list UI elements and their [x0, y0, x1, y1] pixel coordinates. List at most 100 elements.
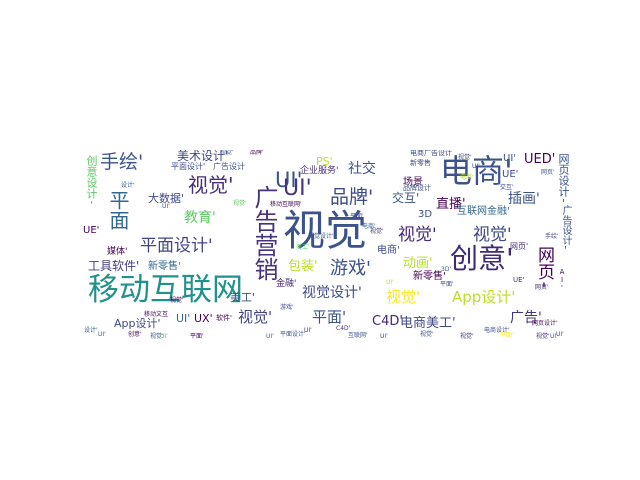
word-cloud-word: C4D' — [372, 314, 403, 329]
word-cloud-word: UX' — [194, 312, 213, 325]
word-cloud-word: UI' — [275, 168, 303, 192]
word-cloud-word: 软件' — [216, 314, 232, 322]
word-cloud-word: 视觉' — [238, 308, 273, 326]
word-cloud-word: 视觉' — [420, 331, 434, 338]
word-cloud-word: 平面' — [350, 213, 364, 220]
word-cloud-word: 视觉' — [220, 150, 234, 156]
word-cloud-word: 创意设计' — [85, 155, 98, 212]
word-cloud-word: PS' — [316, 155, 333, 168]
word-cloud-word: 品牌设计 — [403, 184, 431, 192]
word-cloud-word: UI' — [162, 203, 170, 210]
word-cloud-word: 视觉' — [460, 333, 474, 340]
word-cloud-word: 金融' — [276, 279, 297, 289]
word-cloud-word: 视觉' — [370, 228, 384, 235]
word-cloud-word: 品牌' — [330, 186, 374, 208]
word-cloud-word: 平面' — [440, 281, 454, 288]
word-cloud-word: 媒体' — [107, 247, 128, 257]
word-cloud-word: 交互' — [392, 191, 420, 205]
word-cloud-word: UE' — [502, 169, 519, 180]
word-cloud-word: UI' — [98, 331, 106, 338]
word-cloud-word: 电商设计' — [484, 327, 510, 334]
word-cloud-word: 3D' — [441, 266, 452, 273]
word-cloud-word: UI' — [550, 333, 558, 340]
word-cloud-word: 美术设计' — [177, 150, 229, 163]
word-cloud-word: 设计' — [121, 182, 135, 189]
word-cloud-word: UI' — [380, 333, 388, 340]
word-cloud-word: 手绘' — [100, 151, 144, 173]
word-cloud-word: 平面 — [106, 190, 130, 230]
word-cloud-word: 网页' — [535, 284, 549, 291]
word-cloud-word: 广告设计 — [213, 162, 245, 171]
word-cloud-word: UI' — [266, 333, 274, 340]
word-cloud-word: 大数据' — [148, 192, 185, 205]
word-cloud-word: App设计' — [452, 288, 516, 306]
word-cloud-word: 视觉' — [150, 333, 164, 340]
word-cloud-word: 视觉' — [170, 297, 184, 304]
word-cloud-word: 电商' — [440, 152, 513, 190]
word-cloud-word: 广告设计' — [560, 205, 571, 256]
word-cloud-word: 视觉' — [398, 225, 437, 245]
word-cloud-word: 视觉' — [458, 154, 472, 161]
word-cloud-word: 平面设计' — [171, 162, 206, 171]
word-cloud-word: 交互' — [500, 184, 514, 191]
word-cloud-word: UI' — [304, 327, 312, 334]
word-cloud-word: 场景 — [403, 177, 423, 188]
word-cloud-word: 电商广告设计 — [410, 150, 452, 157]
word-cloud-word: 平面' — [190, 333, 204, 340]
word-cloud-word: 互联网金融' — [457, 206, 510, 217]
word-cloud-word: 电商' — [460, 174, 474, 181]
word-cloud-word: UI' — [472, 163, 480, 170]
word-cloud-word: 新零售' — [413, 271, 446, 282]
word-cloud-word: 新零售' — [148, 261, 181, 272]
word-cloud-word: 3D — [418, 209, 433, 220]
word-cloud-word: 平面' — [312, 308, 347, 326]
word-cloud-word: 新零售 — [410, 159, 431, 167]
word-cloud-word: 手绘' — [545, 233, 559, 240]
word-cloud-word: 视觉' — [536, 333, 550, 340]
word-cloud-word: UI' — [386, 279, 394, 286]
word-cloud-word: 网页' — [534, 246, 554, 300]
word-cloud-word: 广告' — [510, 310, 542, 326]
word-cloud-word: 平面' — [500, 332, 514, 339]
word-cloud-word: AI' — [558, 268, 566, 292]
word-cloud-word: 创意' — [450, 242, 514, 275]
word-cloud-word: 游戏' — [280, 304, 294, 311]
word-cloud-word: UED' — [524, 152, 556, 167]
word-cloud-word: 广告营销 — [250, 185, 278, 281]
word-cloud-word: 互联网' — [348, 332, 368, 339]
word-cloud-word: 品牌' — [250, 150, 264, 156]
word-cloud-word: 视觉设计' — [302, 285, 362, 301]
word-cloud-word: 社交 — [348, 161, 376, 177]
word-cloud-word: UI' — [176, 312, 191, 325]
word-cloud-word: UI' — [556, 331, 564, 338]
word-cloud-word: UI' — [283, 176, 312, 201]
word-cloud-word: 移动互联网 — [88, 272, 243, 308]
word-cloud-word: C4D' — [336, 325, 351, 332]
word-cloud-word: 游戏' — [330, 258, 371, 279]
word-cloud-word: 视觉' — [473, 225, 512, 245]
word-cloud-word: 企业服务' — [300, 166, 339, 176]
word-cloud-word: 网页设计' — [532, 320, 558, 327]
word-cloud-word: 美工' — [296, 244, 310, 251]
word-cloud-word: 网页设计' — [557, 153, 570, 210]
word-cloud-word: 网页' — [541, 169, 555, 176]
word-cloud-word: 视觉' — [233, 200, 247, 207]
word-cloud-word: 动画' — [403, 256, 433, 271]
word-cloud-word: UE' — [83, 225, 100, 236]
word-cloud-word: 教育' — [184, 210, 216, 226]
word-cloud-word: 网页' — [510, 242, 529, 251]
word-cloud-word: 直播' — [436, 197, 466, 212]
word-cloud-word: 电商美工' — [400, 316, 456, 331]
word-cloud-word: App设计' — [114, 317, 161, 330]
word-cloud-word: 包装' — [288, 259, 318, 274]
word-cloud-word: 美工' — [230, 291, 256, 304]
word-cloud-word: 视觉设计' — [308, 233, 334, 240]
word-cloud-word: 工具软件' — [88, 259, 140, 273]
word-cloud: 视觉 移动互联网 电商' 创意' 广告营销 UI' 视觉' 平面 品牌' 平面设计' UI' 手绘' 游… — [80, 150, 580, 345]
word-cloud-word: UI' — [160, 333, 168, 340]
word-cloud-word: UI' — [503, 153, 517, 164]
word-cloud-word: 电商' — [362, 223, 376, 230]
word-cloud-word: 设计' — [84, 327, 98, 334]
word-cloud-word: 移动互联网' — [270, 201, 302, 208]
